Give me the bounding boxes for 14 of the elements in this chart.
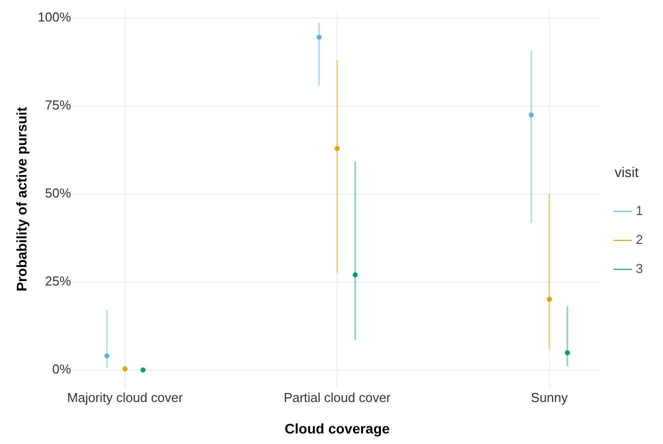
legend-title: visit — [614, 164, 639, 180]
x-tick-label: Sunny — [530, 390, 568, 405]
x-tick-label: Partial cloud cover — [284, 390, 392, 405]
y-tick-label: 50% — [45, 185, 72, 200]
x-tick-label: Majority cloud cover — [67, 390, 184, 405]
y-axis-title: Probability of active pursuit — [13, 106, 30, 292]
legend-label: 2 — [636, 232, 644, 247]
legend-label: 1 — [636, 202, 644, 218]
y-tick-label: 100% — [38, 9, 72, 24]
y-tick-label: 25% — [45, 274, 72, 289]
x-axis-title: Cloud coverage — [284, 420, 390, 436]
legend-label: 3 — [636, 260, 644, 276]
y-tick-label: 75% — [45, 97, 72, 112]
y-tick-label: 0% — [52, 362, 72, 377]
